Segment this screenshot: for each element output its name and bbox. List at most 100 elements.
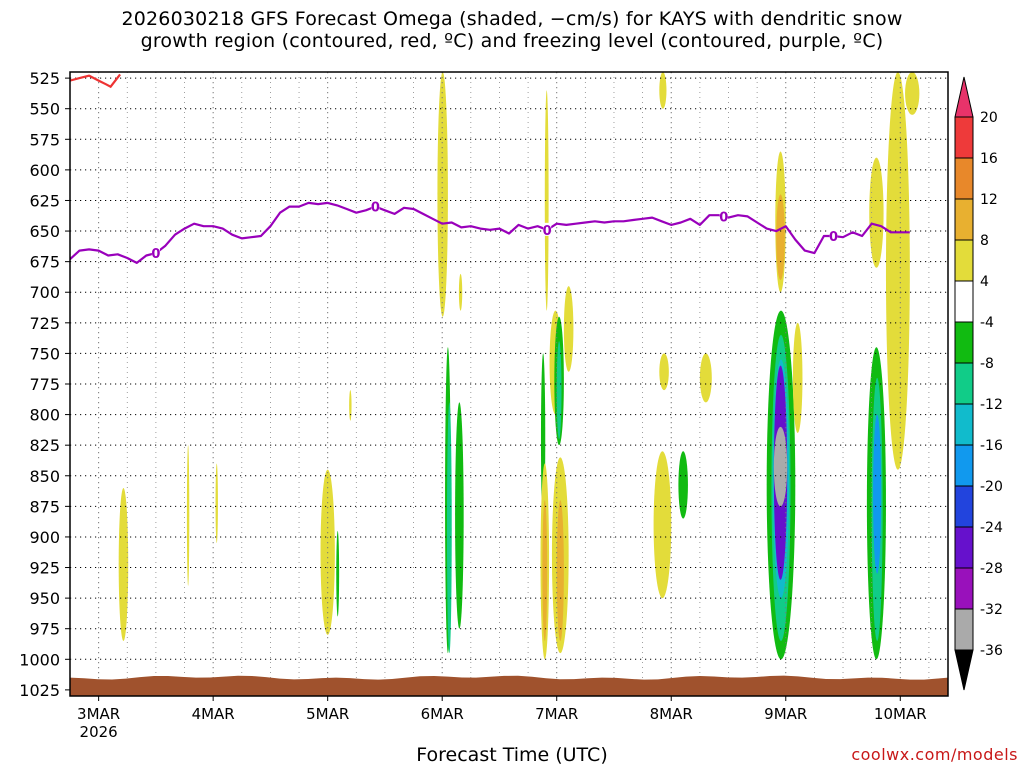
omega-region bbox=[773, 426, 788, 507]
colorbar-tick-label: -20 bbox=[980, 479, 1003, 495]
freezing-label-bg bbox=[371, 199, 380, 213]
omega-region bbox=[544, 90, 549, 311]
freezing-level-label: 0 bbox=[719, 210, 728, 225]
colorbar-band bbox=[954, 403, 974, 446]
y-tick-label: 625 bbox=[29, 191, 60, 210]
colorbar-band bbox=[954, 485, 974, 528]
colorbar-tick-label: -8 bbox=[980, 356, 994, 372]
freezing-level-label: 0 bbox=[151, 247, 160, 262]
omega-region bbox=[542, 500, 548, 641]
colorbar-band bbox=[954, 444, 974, 487]
colorbar-tick-label: 8 bbox=[980, 233, 989, 249]
x-tick-label: 7MAR bbox=[535, 705, 578, 723]
x-year-label: 2026 bbox=[80, 723, 118, 741]
omega-region bbox=[215, 463, 218, 544]
y-tick-label: 750 bbox=[29, 344, 60, 363]
colorbar-band bbox=[954, 239, 974, 282]
freezing-label-bg bbox=[151, 246, 160, 260]
omega-region bbox=[659, 72, 667, 109]
chart-title-line-2: growth region (contoured, red, ºC) and f… bbox=[140, 30, 884, 52]
x-tick-label: 4MAR bbox=[192, 705, 235, 723]
omega-region bbox=[118, 488, 129, 641]
chart-title: 2026030218 GFS Forecast Omega (shaded, −… bbox=[0, 8, 1024, 52]
colorbar-top-arrow bbox=[954, 76, 974, 118]
omega-region bbox=[186, 445, 190, 586]
dendritic-growth-layer bbox=[70, 73, 121, 89]
colorbar-band bbox=[954, 198, 974, 241]
omega-region bbox=[653, 451, 672, 599]
omega-region bbox=[446, 402, 452, 654]
x-tick-label: 6MAR bbox=[421, 705, 464, 723]
colorbar-band bbox=[954, 608, 974, 651]
freezing-label-bg bbox=[719, 209, 728, 223]
colorbar-tick-label: -4 bbox=[980, 315, 994, 331]
colorbar-bottom-arrow bbox=[954, 649, 974, 691]
freezing-label-bg bbox=[543, 222, 552, 236]
freezing-label-bg bbox=[829, 228, 838, 242]
y-tick-label: 575 bbox=[29, 130, 60, 149]
y-tick-label: 875 bbox=[29, 497, 60, 516]
omega-region bbox=[885, 72, 910, 470]
ground-layer bbox=[70, 675, 948, 696]
colorbar-tick-label: 4 bbox=[980, 274, 989, 290]
freezing-level-layer: 0 0 0 0 0 bbox=[70, 199, 910, 264]
colorbar-band bbox=[954, 526, 974, 569]
y-tick-label: 925 bbox=[29, 559, 60, 578]
colorbar-band bbox=[954, 157, 974, 200]
colorbar-band bbox=[954, 567, 974, 610]
freezing-level-label: 0 bbox=[371, 201, 380, 216]
x-tick-label: 5MAR bbox=[306, 705, 349, 723]
colorbar: 20 16 12 8 4 -4 -8 -12 -16 -20 -24 -28 -32 -36 bbox=[954, 76, 1003, 691]
x-tick-label: 10MAR bbox=[874, 705, 927, 723]
omega-region bbox=[869, 157, 884, 268]
x-tick-label: 8MAR bbox=[650, 705, 693, 723]
colorbar-band bbox=[954, 362, 974, 405]
omega-region bbox=[563, 286, 574, 372]
x-axis-label: Forecast Time (UTC) bbox=[416, 744, 608, 766]
omega-region bbox=[556, 341, 562, 440]
y-tick-label: 725 bbox=[29, 314, 60, 333]
colorbar-tick-label: 12 bbox=[980, 192, 998, 208]
freezing-level-label: 0 bbox=[543, 224, 552, 239]
colorbar-tick-label: -32 bbox=[980, 602, 1003, 618]
y-tick-label: 825 bbox=[29, 436, 60, 455]
y-tick-label: 1025 bbox=[19, 681, 60, 700]
freezing-level-line bbox=[70, 201, 910, 264]
omega-shading-layer bbox=[118, 72, 920, 660]
y-axis: 525 550 575 600 625 650 675 700 725 750 775 800 825 8… bbox=[19, 69, 70, 700]
colorbar-tick-label: -36 bbox=[980, 643, 1003, 659]
omega-region bbox=[349, 390, 352, 421]
y-tick-label: 650 bbox=[29, 222, 60, 241]
dendritic-growth-line bbox=[70, 73, 121, 89]
omega-region bbox=[699, 353, 712, 403]
colorbar-band bbox=[954, 280, 974, 323]
y-tick-label: 950 bbox=[29, 589, 60, 608]
omega-region bbox=[556, 500, 564, 641]
y-tick-label: 850 bbox=[29, 467, 60, 486]
omega-region bbox=[873, 414, 882, 574]
y-tick-label: 525 bbox=[29, 69, 60, 88]
credit-text: coolwx.com/models bbox=[851, 745, 1018, 764]
colorbar-band bbox=[954, 116, 974, 159]
y-tick-label: 800 bbox=[29, 406, 60, 425]
y-tick-label: 675 bbox=[29, 253, 60, 272]
omega-region bbox=[437, 72, 448, 317]
y-tick-label: 550 bbox=[29, 100, 60, 119]
colorbar-tick-label: -24 bbox=[980, 520, 1003, 536]
colorbar-tick-label: -12 bbox=[980, 397, 1003, 413]
y-tick-label: 975 bbox=[29, 620, 60, 639]
colorbar-tick-label: -16 bbox=[980, 438, 1003, 454]
x-tick-label: 9MAR bbox=[764, 705, 807, 723]
y-tick-label: 900 bbox=[29, 528, 60, 547]
y-tick-label: 775 bbox=[29, 375, 60, 394]
y-tick-label: 1000 bbox=[19, 650, 60, 669]
colorbar-tick-label: 20 bbox=[980, 110, 998, 126]
omega-region bbox=[776, 194, 785, 280]
omega-region bbox=[905, 72, 920, 115]
chart-title-line-1: 2026030218 GFS Forecast Omega (shaded, −… bbox=[121, 8, 903, 30]
colorbar-tick-label: 16 bbox=[980, 151, 998, 167]
omega-region bbox=[792, 322, 803, 433]
ground-surface bbox=[70, 675, 948, 696]
